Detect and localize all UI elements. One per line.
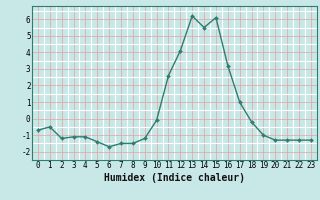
X-axis label: Humidex (Indice chaleur): Humidex (Indice chaleur) <box>104 173 245 183</box>
